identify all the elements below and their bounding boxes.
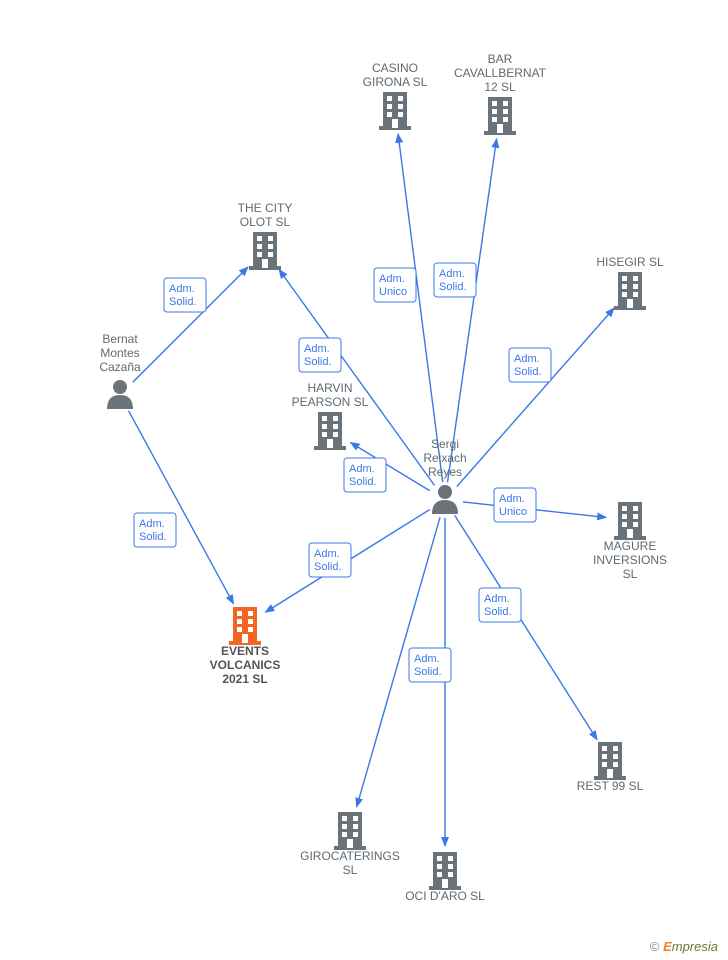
- edge-label-text: Adm.: [379, 273, 405, 285]
- edge: [457, 308, 614, 486]
- building-icon: [229, 607, 261, 645]
- company-node: CASINOGIRONA SL: [363, 61, 428, 130]
- node-label: BAR: [488, 52, 513, 66]
- node-label: SL: [623, 567, 638, 581]
- company-node: HARVINPEARSON SL: [292, 381, 369, 450]
- edge-label-text: Unico: [499, 506, 527, 518]
- edge-label-text: Adm.: [514, 353, 540, 365]
- copyright-symbol: ©: [650, 939, 660, 954]
- node-label: CASINO: [372, 61, 418, 75]
- company-node: GIROCATERINGSSL: [300, 812, 400, 877]
- building-icon: [379, 92, 411, 130]
- node-label: SL: [343, 863, 358, 877]
- node-label: CAVALLBERNAT: [454, 66, 547, 80]
- edge-label-text: Unico: [379, 286, 407, 298]
- building-icon: [334, 812, 366, 850]
- edge-label-text: Adm.: [304, 343, 330, 355]
- company-node: EVENTSVOLCANICS2021 SL: [210, 607, 281, 686]
- network-diagram: Adm.Solid.Adm.Solid.Adm.Solid.Adm.UnicoA…: [0, 0, 728, 960]
- node-label: MAGURE: [604, 539, 657, 553]
- edge-label-text: Adm.: [484, 593, 510, 605]
- node-label: PEARSON SL: [292, 395, 369, 409]
- node-label: Bernat: [102, 332, 138, 346]
- node-label: REST 99 SL: [577, 779, 644, 793]
- edge-label-text: Adm.: [169, 283, 195, 295]
- node-label: OLOT SL: [240, 215, 291, 229]
- node-label: VOLCANICS: [210, 658, 281, 672]
- edge-label-text: Solid.: [169, 296, 197, 308]
- company-node: BARCAVALLBERNAT12 SL: [454, 52, 547, 135]
- company-node: HISEGIR SL: [596, 255, 664, 310]
- edge-label-text: Adm.: [499, 493, 525, 505]
- edge-label-text: Solid.: [514, 366, 542, 378]
- building-icon: [429, 852, 461, 890]
- building-icon: [249, 232, 281, 270]
- person-icon: [107, 380, 133, 409]
- node-label: Sergi: [431, 437, 459, 451]
- edge: [448, 139, 497, 482]
- building-icon: [314, 412, 346, 450]
- building-icon: [614, 502, 646, 540]
- node-label: INVERSIONS: [593, 553, 667, 567]
- node-label: HISEGIR SL: [596, 255, 664, 269]
- node-label: GIRONA SL: [363, 75, 428, 89]
- edge-label-text: Solid.: [314, 561, 342, 573]
- node-label: GIROCATERINGS: [300, 849, 400, 863]
- building-icon: [484, 97, 516, 135]
- person-node: SergiReixachReyes: [423, 437, 466, 514]
- person-node: BernatMontesCazaña: [99, 332, 141, 409]
- edge-label-text: Solid.: [439, 281, 467, 293]
- person-icon: [432, 485, 458, 514]
- node-label: EVENTS: [221, 644, 269, 658]
- edge: [455, 515, 597, 740]
- footer-attribution: © Empresia: [650, 939, 718, 954]
- edge-label-text: Adm.: [139, 518, 165, 530]
- company-node: MAGUREINVERSIONSSL: [593, 502, 667, 581]
- edge-label-text: Adm.: [349, 463, 375, 475]
- edge: [398, 134, 443, 482]
- company-node: OCI D'ARO SL: [405, 852, 485, 903]
- node-label: OCI D'ARO SL: [405, 889, 485, 903]
- node-label: Reixach: [423, 451, 466, 465]
- edge-label-text: Adm.: [314, 548, 340, 560]
- building-icon: [614, 272, 646, 310]
- node-label: Montes: [100, 346, 139, 360]
- edge-label-text: Solid.: [414, 666, 442, 678]
- building-icon: [594, 742, 626, 780]
- node-label: HARVIN: [307, 381, 352, 395]
- company-node: REST 99 SL: [577, 742, 644, 793]
- company-node: THE CITYOLOT SL: [238, 201, 293, 270]
- edge-label-text: Adm.: [414, 653, 440, 665]
- edge: [129, 411, 234, 604]
- node-label: Cazaña: [99, 360, 141, 374]
- node-label: 2021 SL: [222, 672, 267, 686]
- node-label: THE CITY: [238, 201, 293, 215]
- edge-label-text: Solid.: [349, 476, 377, 488]
- edge-label-text: Solid.: [484, 606, 512, 618]
- node-label: 12 SL: [484, 80, 516, 94]
- node-label: Reyes: [428, 465, 462, 479]
- edge-label-text: Solid.: [139, 531, 167, 543]
- edge-label-text: Adm.: [439, 268, 465, 280]
- edge-label-text: Solid.: [304, 356, 332, 368]
